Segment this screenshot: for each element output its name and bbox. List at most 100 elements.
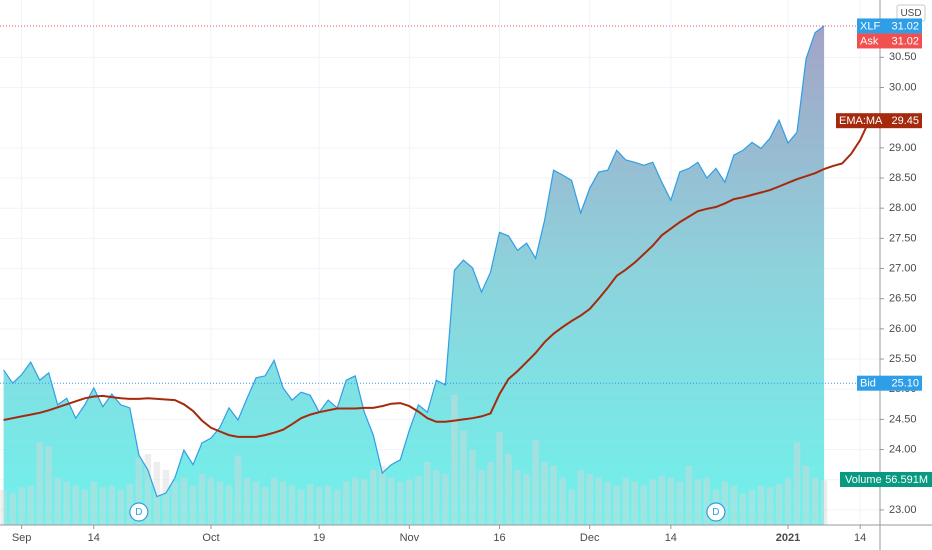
y-tick-label: 30.50 — [889, 51, 917, 63]
price-area — [3, 25, 825, 526]
volume-bar — [54, 477, 61, 525]
x-tick-label: Nov — [400, 532, 420, 544]
volume-bar — [243, 477, 251, 525]
volume-bar — [721, 481, 729, 525]
volume-bar — [811, 477, 819, 525]
volume-bar — [162, 469, 170, 525]
volume-bar — [27, 485, 34, 525]
volume-bar — [36, 442, 43, 525]
volume-bar — [766, 487, 774, 525]
volume-bar — [388, 477, 395, 525]
y-tick-label: 27.50 — [889, 232, 917, 244]
dividend-marker — [706, 502, 726, 522]
volume-bar — [198, 473, 206, 525]
volume-bar — [342, 481, 350, 525]
volume-bar — [297, 489, 305, 525]
price-tag-value: 31.02 — [891, 20, 919, 32]
volume-bar — [252, 481, 260, 525]
dividend-marker — [129, 502, 149, 522]
currency: USD — [900, 8, 921, 19]
price-tag-value: 29.45 — [891, 115, 919, 127]
volume-bar — [216, 481, 224, 525]
volume-tag-value: 56.591M — [885, 474, 928, 486]
volume-bar — [442, 473, 449, 525]
price-tag — [857, 33, 922, 49]
volume-bar — [333, 489, 341, 525]
y-tick-label: 26.50 — [889, 293, 917, 305]
volume-bar — [685, 465, 693, 525]
y-tick-label: 23.00 — [889, 504, 917, 516]
volume-bar — [613, 485, 620, 525]
dividend-label: D — [135, 507, 142, 518]
volume-bar — [667, 477, 675, 525]
price-tag-value: 31.02 — [891, 35, 919, 47]
y-tick-label: 28.50 — [889, 172, 917, 184]
volume-bar — [433, 469, 440, 525]
volume-bar — [478, 469, 485, 525]
volume-bar — [180, 477, 188, 525]
volume-bar — [234, 455, 242, 525]
x-tick-label: Oct — [202, 532, 219, 544]
volume-bar — [748, 489, 756, 525]
volume-bar — [496, 432, 503, 525]
volume-bar — [523, 473, 530, 525]
volume-bar — [117, 489, 125, 525]
volume-bar — [820, 480, 828, 525]
volume-bar — [703, 477, 711, 525]
volume-bar — [108, 485, 116, 525]
y-tick-label: 24.00 — [889, 443, 917, 455]
volume-tag — [840, 472, 932, 487]
volume-bar — [658, 476, 666, 525]
volume-bar — [306, 484, 314, 525]
volume-bar — [640, 485, 648, 525]
volume-bar — [505, 454, 512, 525]
volume-bar — [315, 487, 323, 525]
y-tick-label: 27.00 — [889, 262, 917, 274]
volume-bar — [352, 477, 359, 525]
volume-bar — [45, 446, 52, 525]
price-tag — [857, 375, 922, 391]
volume-bar — [207, 477, 215, 525]
y-tick-label: 30.00 — [889, 81, 917, 93]
y-tick-label: 28.00 — [889, 202, 917, 214]
volume-bar — [361, 479, 368, 525]
volume-bar — [415, 476, 422, 525]
x-tick-label: Dec — [580, 532, 600, 544]
volume-bar — [270, 477, 278, 525]
volume-bar — [595, 477, 602, 525]
volume-tag-name: Volume — [845, 474, 882, 486]
volume-bar — [460, 430, 467, 525]
volume-bar — [225, 485, 233, 525]
volume-bar — [775, 484, 783, 525]
y-tick-label: 25.50 — [889, 353, 917, 365]
x-tick-label: 14 — [88, 532, 100, 544]
volume-bar — [144, 454, 152, 525]
volume-bar — [18, 487, 25, 525]
volume-bar — [784, 477, 792, 525]
volume-bar — [739, 493, 747, 525]
volume-bar — [397, 481, 404, 525]
volume-bar — [135, 458, 143, 525]
price-line — [3, 25, 825, 498]
price-tag-value: 25.10 — [891, 378, 919, 390]
volume-bar — [532, 439, 539, 525]
price-tag-name: Ask — [860, 35, 879, 47]
volume-bar — [324, 485, 332, 525]
volume-bar — [0, 489, 7, 525]
y-tick-label: 29.00 — [889, 142, 917, 154]
volume-bar — [451, 395, 458, 525]
volume-bar — [487, 461, 494, 525]
volume-bar — [126, 484, 134, 525]
price-tag-name: EMA:MA — [839, 115, 883, 127]
y-tick-label: 24.50 — [889, 413, 917, 425]
y-tick-label: 26.00 — [889, 323, 917, 335]
x-tick-label: 2021 — [776, 532, 800, 544]
volume-bar — [171, 481, 179, 525]
volume-bar — [622, 477, 629, 525]
volume-bar — [604, 481, 611, 525]
volume-bar — [676, 481, 684, 525]
volume-bar — [261, 487, 269, 525]
x-tick-label: 19 — [313, 532, 325, 544]
x-tick-label: 14 — [665, 532, 677, 544]
